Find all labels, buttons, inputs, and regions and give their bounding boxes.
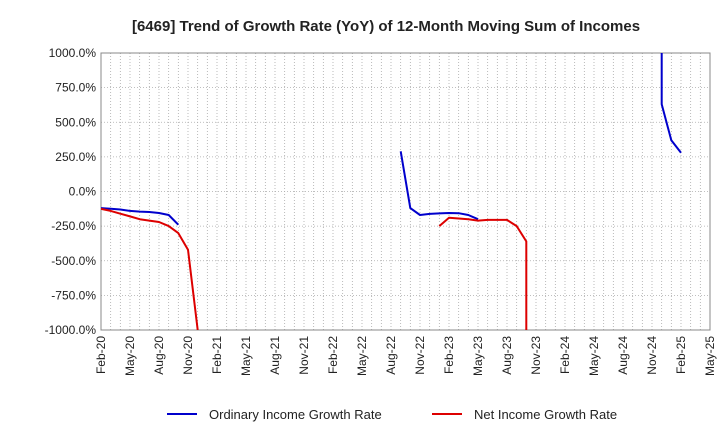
x-tick-label: Aug-22: [384, 336, 398, 375]
legend: Ordinary Income Growth Rate Net Income Gr…: [167, 407, 617, 422]
x-tick-label: May-23: [471, 336, 485, 376]
chart-title: [6469] Trend of Growth Rate (YoY) of 12-…: [132, 18, 640, 35]
series-lines: [101, 53, 682, 330]
x-tick-label: Feb-21: [210, 336, 224, 374]
x-tick-label: May-21: [239, 336, 253, 376]
legend-label: Net Income Growth Rate: [474, 407, 617, 422]
legend-label: Ordinary Income Growth Rate: [209, 407, 382, 422]
x-tick-label: May-20: [123, 336, 137, 376]
y-tick-label: -750.0%: [51, 288, 96, 302]
y-tick-labels: 1000.0% 750.0% 500.0% 250.0% 0.0% -250.0% -500…: [45, 46, 97, 337]
x-tick-label: Feb-25: [674, 336, 688, 374]
ordinary-income-growth-line: [101, 53, 682, 226]
y-tick-label: -250.0%: [51, 219, 96, 233]
y-tick-label: -1000.0%: [45, 323, 97, 337]
x-tick-label: Aug-23: [500, 336, 514, 375]
x-tick-label: Nov-24: [645, 336, 659, 375]
x-tick-label: Feb-20: [94, 336, 108, 374]
x-tick-label: Nov-20: [181, 336, 195, 375]
x-tick-label: May-25: [703, 336, 717, 376]
x-tick-labels: Feb-20 May-20 Aug-20 Nov-20 Feb-21 May-21 Aug-…: [94, 336, 717, 376]
x-tick-label: Nov-21: [297, 336, 311, 375]
grid-lines: [101, 52, 710, 331]
plot-border: [100, 52, 711, 331]
x-tick-label: Feb-24: [558, 336, 572, 374]
x-tick-label: May-22: [355, 336, 369, 376]
axes: [100, 52, 711, 331]
x-tick-label: Feb-22: [326, 336, 340, 374]
net-income-growth-line: [101, 207, 528, 330]
y-tick-label: 500.0%: [55, 115, 96, 129]
x-tick-label: Feb-23: [442, 336, 456, 374]
y-tick-label: 0.0%: [69, 185, 97, 199]
y-tick-label: -500.0%: [51, 254, 96, 268]
x-tick-label: Aug-20: [152, 336, 166, 375]
x-tick-label: May-24: [587, 336, 601, 376]
x-tick-label: Nov-22: [413, 336, 427, 375]
y-tick-label: 1000.0%: [49, 46, 97, 60]
x-tick-label: Aug-24: [616, 336, 630, 375]
x-tick-label: Nov-23: [529, 336, 543, 375]
y-tick-label: 750.0%: [55, 81, 96, 95]
y-tick-label: 250.0%: [55, 150, 96, 164]
x-tick-label: Aug-21: [268, 336, 282, 375]
